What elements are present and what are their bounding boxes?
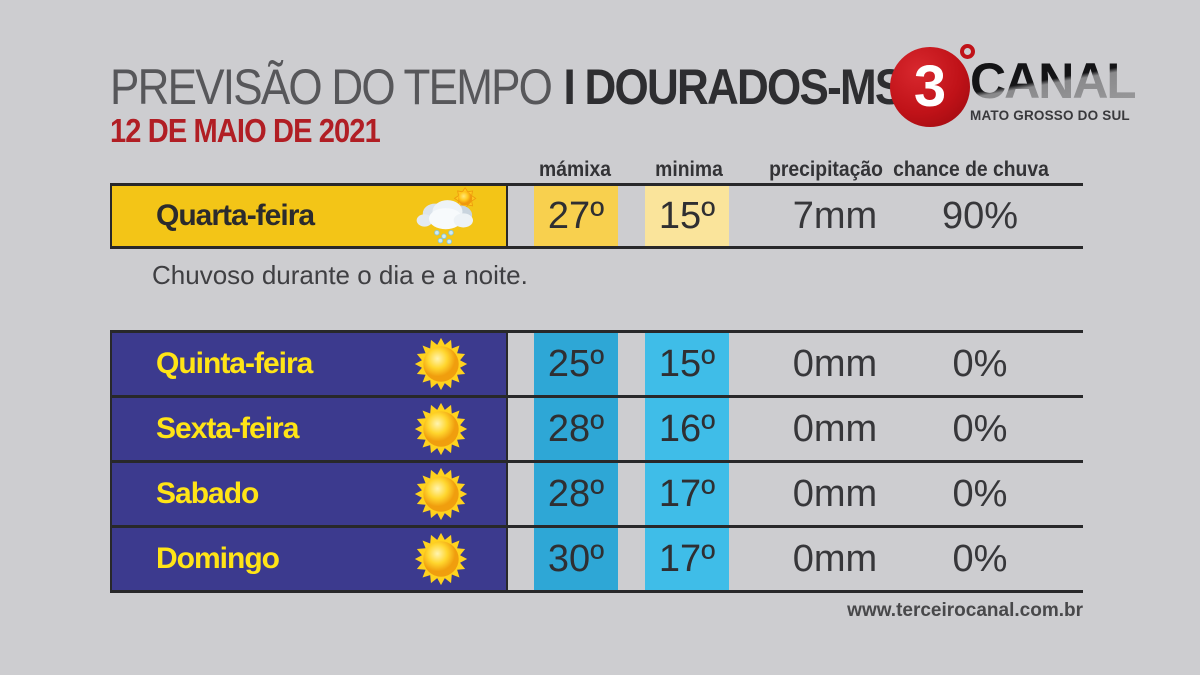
rain-chance-value: 0% bbox=[952, 472, 1008, 515]
max-temp-cell: 28º bbox=[534, 398, 618, 460]
sun-icon bbox=[414, 467, 468, 521]
channel-logo: 3 º CANAL MATO GROSSO DO SUL bbox=[890, 44, 1137, 129]
min-temp-cell: 16º bbox=[645, 398, 729, 460]
sun-icon bbox=[414, 402, 468, 456]
day-cell: Sexta-feira bbox=[110, 398, 508, 460]
divider-line bbox=[110, 183, 1083, 186]
day-label: Sabado bbox=[156, 477, 259, 510]
logo-region: MATO GROSSO DO SUL bbox=[970, 108, 1130, 123]
day-cell: Sabado bbox=[110, 463, 508, 525]
column-header-precipitation: precipitação bbox=[769, 158, 883, 181]
page-title: PREVISÃO DO TEMPO I DOURADOS-MS bbox=[110, 58, 905, 116]
day-cell: Quinta-feira bbox=[110, 333, 508, 395]
divider-line bbox=[110, 246, 1083, 249]
min-temp-cell: 15º bbox=[645, 333, 729, 395]
logo-name: CANAL bbox=[970, 53, 1137, 109]
precipitation-value: 0mm bbox=[792, 472, 878, 515]
min-temp-cell: 17º bbox=[645, 463, 729, 525]
title-location: DOURADOS-MS bbox=[584, 59, 905, 115]
rain-chance-value: 0% bbox=[952, 342, 1008, 385]
rain-chance-value: 0% bbox=[952, 407, 1008, 450]
forecast-row-quinta: Quinta-feira 25º 15º 0mm 0% bbox=[110, 333, 1083, 395]
forecast-row-sexta: Sexta-feira 28º 16º 0mm 0% bbox=[110, 398, 1083, 460]
divider-line bbox=[110, 525, 1083, 528]
day-label: Sexta-feira bbox=[156, 412, 299, 445]
divider-line bbox=[110, 460, 1083, 463]
title-main: PREVISÃO DO TEMPO bbox=[110, 59, 553, 115]
day-label: Quinta-feira bbox=[156, 347, 313, 380]
precipitation-value: 0mm bbox=[792, 537, 878, 580]
day-label: Quarta-feira bbox=[156, 199, 315, 232]
precipitation-value: 7mm bbox=[792, 194, 878, 237]
min-temp-cell: 15º bbox=[645, 186, 729, 246]
logo-degree-icon: º bbox=[960, 44, 975, 59]
column-header-min: minima bbox=[655, 158, 723, 181]
forecast-row-sabado: Sabado 28º 17º 0mm 0% bbox=[110, 463, 1083, 525]
forecast-date: 12 DE MAIO DE 2021 bbox=[110, 112, 381, 149]
precipitation-value: 0mm bbox=[792, 342, 878, 385]
forecast-row-domingo: Domingo 30º 17º 0mm 0% bbox=[110, 528, 1083, 590]
sun-icon bbox=[414, 532, 468, 586]
logo-number: 3 bbox=[913, 54, 947, 119]
divider-line bbox=[110, 330, 1083, 333]
day-cell: Quarta-feira bbox=[110, 186, 508, 246]
divider-line bbox=[110, 395, 1083, 398]
sun-icon bbox=[414, 337, 468, 391]
max-temp-cell: 27º bbox=[534, 186, 618, 246]
max-temp-cell: 25º bbox=[534, 333, 618, 395]
rain-chance-value: 0% bbox=[952, 537, 1008, 580]
rain-sun-cloud-icon bbox=[414, 186, 488, 246]
forecast-row-quarta: Quarta-feira bbox=[110, 186, 1083, 246]
max-temp-cell: 30º bbox=[534, 528, 618, 590]
forecast-note: Chuvoso durante o dia e a noite. bbox=[152, 260, 528, 290]
website-url: www.terceirocanal.com.br bbox=[847, 600, 1083, 621]
precipitation-value: 0mm bbox=[792, 407, 878, 450]
rain-chance-value: 90% bbox=[941, 194, 1019, 237]
max-temp-cell: 28º bbox=[534, 463, 618, 525]
column-header-max: mámixa bbox=[539, 158, 611, 181]
day-label: Domingo bbox=[156, 542, 280, 575]
title-separator: I bbox=[563, 59, 576, 115]
logo-circle: 3 bbox=[890, 47, 970, 127]
day-cell: Domingo bbox=[110, 528, 508, 590]
min-temp-cell: 17º bbox=[645, 528, 729, 590]
divider-line bbox=[110, 590, 1083, 593]
column-header-rain-chance: chance de chuva bbox=[893, 158, 1049, 181]
